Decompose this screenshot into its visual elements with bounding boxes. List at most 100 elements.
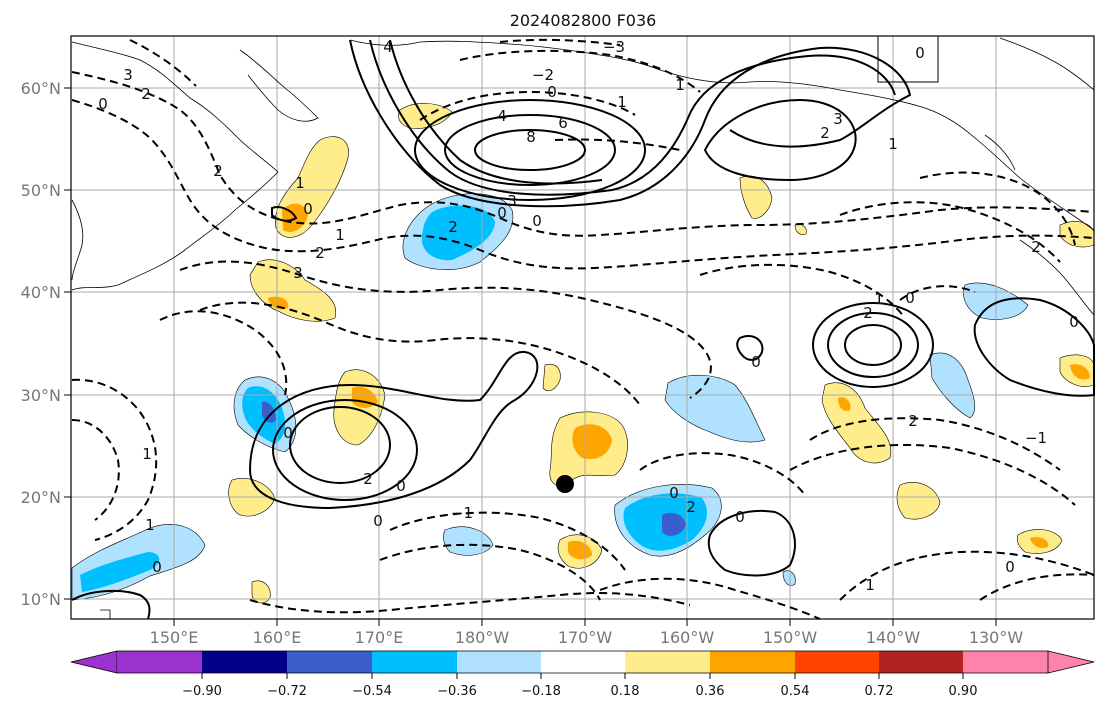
negative-anomaly-region <box>80 552 160 592</box>
map-title: 2024082800 F036 <box>510 11 657 30</box>
colorbar-label: −0.54 <box>352 684 392 699</box>
colorbar-label: 0.18 <box>611 684 640 699</box>
contour-label: 0 <box>1069 313 1079 331</box>
negative-anomaly-region <box>262 401 276 423</box>
contour-label: 0 <box>905 289 915 307</box>
lat-label: 20°N <box>21 488 61 507</box>
positive-anomaly-region <box>896 482 941 520</box>
colorbar-swatch <box>625 651 710 673</box>
colorbar <box>70 650 1095 674</box>
contour-label: 2 <box>363 470 373 488</box>
lon-label: 170°W <box>558 628 613 647</box>
colorbar-label: −0.90 <box>182 684 222 699</box>
contour-label: 4 <box>383 38 393 56</box>
contour-label: 1 <box>335 226 345 244</box>
colorbar-label: −0.72 <box>267 684 307 699</box>
gridlines <box>71 36 1094 619</box>
colorbar-swatch <box>287 651 372 673</box>
positive-anomaly-region <box>268 296 289 310</box>
contour-label: 2 <box>213 162 223 180</box>
contour-label: 0 <box>396 477 406 495</box>
contour-label: 0 <box>98 95 108 113</box>
contour-label: 2 <box>686 498 696 516</box>
contour-label: 2 <box>141 85 151 103</box>
contour-label: 1 <box>874 290 884 308</box>
longitude-labels: 150°E 160°E 170°E 180°W 170°W 160°W 150°… <box>150 628 1024 647</box>
contour-label: 1 <box>145 516 155 534</box>
colorbar-label: −0.18 <box>521 684 561 699</box>
contour-label: 1 <box>865 576 875 594</box>
axis-ticks <box>64 87 997 626</box>
contour-label: 0 <box>152 558 162 576</box>
positive-anomaly-region <box>838 397 851 411</box>
contour-label: 0 <box>373 512 383 530</box>
contour-label: −1 <box>1025 429 1047 447</box>
contour-label: 1 <box>617 93 627 111</box>
lon-label: 160°W <box>660 628 715 647</box>
colorbar-extend-low <box>70 650 118 674</box>
lat-label: 30°N <box>21 386 61 405</box>
colorbar-label: −0.36 <box>437 684 477 699</box>
colorbar-swatch <box>795 651 879 673</box>
negative-anomaly-region <box>664 374 766 443</box>
positive-anomaly-region <box>1070 364 1090 380</box>
lat-label: 50°N <box>21 181 61 200</box>
coastlines <box>71 37 1095 619</box>
contour-labels: 4 3 2 0 −3 −2 0 1 4 6 8 3 0 1 2 3 2 1 0 … <box>98 38 1079 594</box>
contour-label: 3 <box>293 264 303 282</box>
contour-label: 2 <box>315 244 325 262</box>
contour-label: 2 <box>448 218 458 236</box>
colorbar-swatch <box>541 651 625 673</box>
colorbar-swatch <box>372 651 457 673</box>
map-area <box>71 36 1094 619</box>
lat-label: 60°N <box>21 79 61 98</box>
contour-label: 0 <box>547 83 557 101</box>
colorbar-label: 0.72 <box>865 684 894 699</box>
storm-center-dot <box>556 475 574 493</box>
colorbar-swatch <box>202 651 287 673</box>
contour-label: 0 <box>751 353 761 371</box>
contour-label: 0 <box>497 204 507 222</box>
contour-label: 8 <box>526 128 536 146</box>
negative-anomaly-region <box>421 205 495 261</box>
contour-label: 1 <box>888 135 898 153</box>
contour-label: 3 <box>123 66 133 84</box>
negative-anomaly-region <box>443 526 494 556</box>
positive-anomaly-region <box>542 363 561 392</box>
contour-label: 0 <box>283 424 293 442</box>
negative-anomaly-region <box>662 512 686 536</box>
colorbar-extend-high <box>1047 650 1095 674</box>
contour-label: 0 <box>915 44 925 62</box>
contour-label: 0 <box>303 200 313 218</box>
colorbar-label: 0.54 <box>781 684 810 699</box>
colorbar-swatch <box>117 651 202 673</box>
lat-label: 10°N <box>21 590 61 609</box>
contour-label: 2 <box>908 412 918 430</box>
lon-label: 160°E <box>253 628 302 647</box>
contour-label: 0 <box>735 508 745 526</box>
colorbar-ticks <box>201 673 964 679</box>
colorbar-label: 0.36 <box>696 684 725 699</box>
lon-label: 150°W <box>763 628 818 647</box>
lat-label: 40°N <box>21 283 61 302</box>
colorbar-labels: −0.90 −0.72 −0.54 −0.36 −0.18 0.18 0.36 … <box>182 684 977 699</box>
contour-label: 4 <box>497 107 507 125</box>
contour-label: 3 <box>507 192 517 210</box>
contour-label: 2 <box>863 304 873 322</box>
map-border <box>70 35 1095 620</box>
contour-label: 2 <box>820 124 830 142</box>
colorbar-swatch <box>879 651 963 673</box>
contour-label: 0 <box>1005 558 1015 576</box>
contour-label: −3 <box>603 38 625 56</box>
negative-anomaly-region <box>929 352 976 419</box>
contour-label: 0 <box>532 212 542 230</box>
contour-label: −1 <box>451 504 473 522</box>
colorbar-swatch <box>710 651 795 673</box>
lon-label: 170°E <box>355 628 404 647</box>
dashed-contours <box>71 38 1095 620</box>
lon-label: 180°W <box>455 628 510 647</box>
contour-label: 2 <box>1031 238 1041 256</box>
shaded-anomalies <box>71 103 1095 604</box>
solid-contours <box>71 39 1095 620</box>
